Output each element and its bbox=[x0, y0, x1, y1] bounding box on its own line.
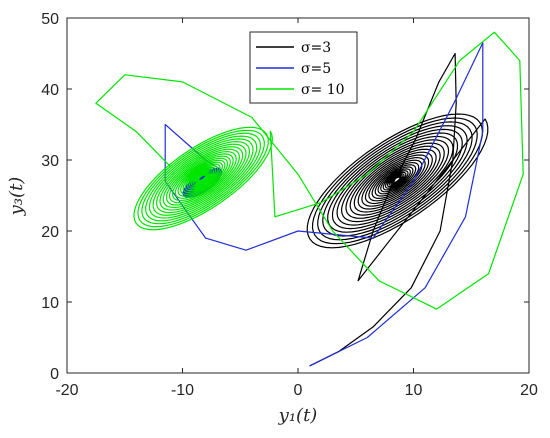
x-ticks: -20 -10 0 10 20 bbox=[55, 18, 538, 399]
x-tick-label: 10 bbox=[405, 382, 423, 399]
y-tick-label: 10 bbox=[41, 295, 59, 312]
x-tick-label: -20 bbox=[55, 382, 78, 399]
legend-label: σ=3 bbox=[301, 40, 331, 56]
legend-label: σ=5 bbox=[301, 61, 331, 77]
y-tick-label: 0 bbox=[50, 366, 59, 383]
x-tick-label: 20 bbox=[520, 382, 538, 399]
series-layer bbox=[95, 31, 524, 367]
x-tick-label: -10 bbox=[171, 382, 194, 399]
y-tick-label: 30 bbox=[41, 153, 59, 170]
y-axis-label: y₃(t) bbox=[6, 177, 27, 217]
legend: σ=3 σ=5 σ= 10 bbox=[249, 31, 358, 104]
y-tick-label: 40 bbox=[41, 82, 59, 99]
y-tick-label: 50 bbox=[41, 11, 59, 28]
series-line bbox=[95, 31, 524, 310]
y-tick-label: 20 bbox=[41, 224, 59, 241]
y-ticks: 0 10 20 30 40 50 bbox=[41, 11, 529, 383]
x-tick-label: 0 bbox=[294, 382, 303, 399]
x-axis-label: y₁(t) bbox=[278, 405, 318, 426]
legend-label: σ= 10 bbox=[301, 82, 345, 98]
series-line bbox=[306, 52, 489, 367]
